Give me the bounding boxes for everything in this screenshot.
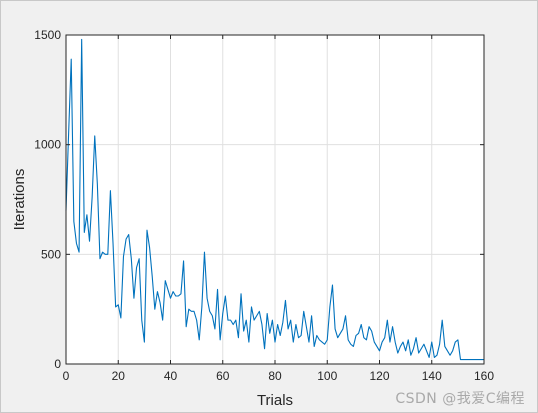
- x-tick-label: 160: [474, 369, 494, 383]
- x-tick-label: 20: [112, 369, 126, 383]
- y-tick-label: 1500: [34, 28, 61, 42]
- x-tick-label: 0: [63, 369, 70, 383]
- x-tick-label: 40: [164, 369, 178, 383]
- x-tick-label: 140: [422, 369, 442, 383]
- y-tick-label: 0: [54, 357, 61, 371]
- x-tick-label: 80: [268, 369, 282, 383]
- x-tick-label: 100: [317, 369, 337, 383]
- y-axis-label: Iterations: [11, 169, 28, 231]
- y-tick-label: 500: [41, 247, 61, 261]
- x-tick-label: 60: [216, 369, 230, 383]
- x-axis-label: Trials: [257, 392, 293, 409]
- csdn-watermark: CSDN @我爱C编程: [395, 391, 525, 407]
- y-tick-label: 1000: [34, 138, 61, 152]
- series-line: [65, 38, 484, 361]
- x-tick-label: 120: [369, 369, 389, 383]
